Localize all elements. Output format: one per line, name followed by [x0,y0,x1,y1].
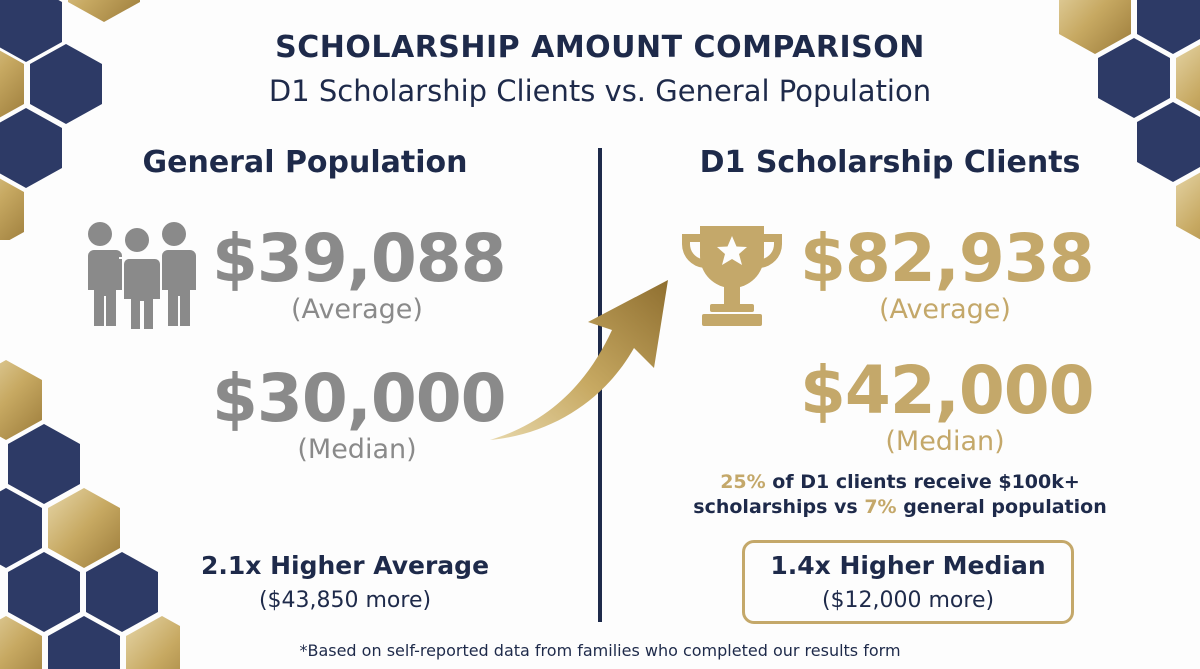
d1-median-value: $42,000 [800,352,1095,429]
d1-median-label: (Median) [885,426,1005,457]
footnote: *Based on self-reported data from famili… [299,641,901,660]
d1-stat-line-1-rest: of D1 clients receive $100k+ [765,471,1080,493]
d1-average-value: $82,938 [800,220,1095,297]
people-group-icon [84,222,196,330]
d1-stat-line-2-rest: general population [896,495,1107,518]
d1-stat-pct-25: 25% [720,471,766,493]
hexagon-pattern-top-right [1059,0,1200,240]
d1-stat-line-2-pre: scholarships vs [693,495,865,518]
up-right-arrow-icon [490,280,668,440]
d1-comparison-sub: ($12,000 more) [821,588,995,613]
trophy-icon [681,226,783,326]
general-average-label: (Average) [291,294,423,325]
d1-comparison-heading: 1.4x Higher Median [770,551,1046,580]
page-subtitle: D1 Scholarship Clients vs. General Popul… [268,74,932,108]
d1-comparison-box [742,540,1074,624]
hexagon-pattern-top-left [0,0,140,240]
general-comparison-sub: ($43,850 more) [258,588,432,613]
d1-clients-heading: D1 Scholarship Clients [699,145,1081,180]
general-population-heading: General Population [142,145,468,180]
d1-stat-line-1: 25% of D1 clients receive $100k+ [650,470,1150,495]
hexagon-pattern-bottom-left [0,360,180,669]
general-average-value: $39,088 [212,220,507,297]
general-median-value: $30,000 [212,360,507,437]
d1-stat-text: 25% of D1 clients receive $100k+ scholar… [650,470,1150,519]
general-median-label: (Median) [297,434,417,465]
d1-stat-line-2: scholarships vs 7% general population [650,495,1150,520]
d1-average-label: (Average) [879,294,1011,325]
d1-stat-pct-7: 7% [864,495,897,518]
general-comparison-heading: 2.1x Higher Average [200,551,490,580]
page-title: SCHOLARSHIP AMOUNT COMPARISON [275,30,925,65]
